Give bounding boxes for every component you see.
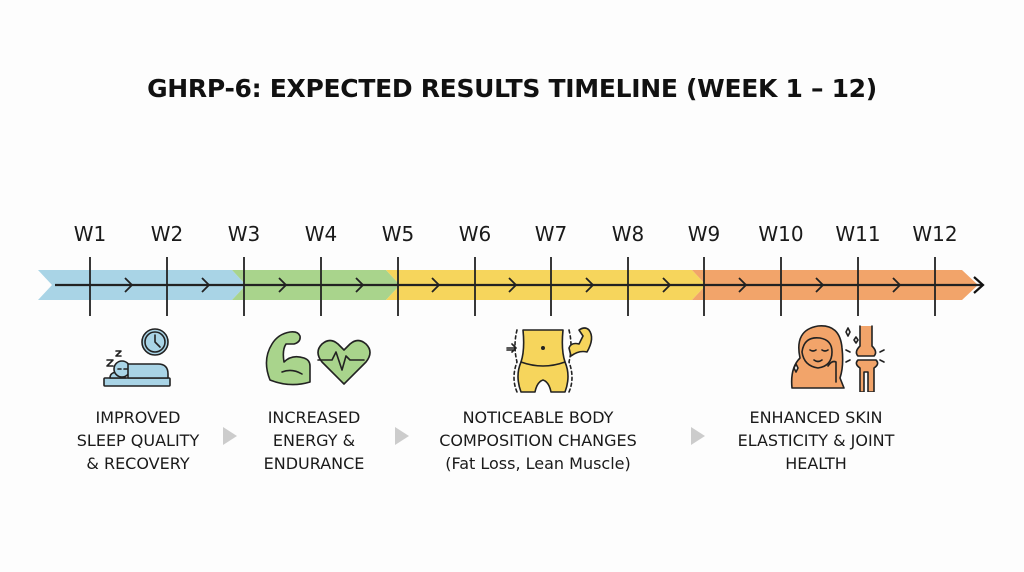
stage-label-line: (Fat Loss, Lean Muscle) bbox=[445, 454, 631, 473]
week-label-12: W12 bbox=[912, 222, 958, 246]
muscle-heartbeat-icon bbox=[260, 322, 376, 396]
stage-label-sleep: IMPROVED SLEEP QUALITY & RECOVERY bbox=[56, 406, 220, 475]
week-label-8: W8 bbox=[611, 222, 645, 246]
week-label-3: W3 bbox=[227, 222, 261, 246]
stage-label-line: HEALTH bbox=[785, 454, 847, 473]
stage-label-energy: INCREASED ENERGY & ENDURANCE bbox=[240, 406, 388, 475]
week-label-10: W10 bbox=[758, 222, 804, 246]
stage-label-line: ELASTICITY & JOINT bbox=[737, 431, 895, 450]
week-label-2: W2 bbox=[150, 222, 184, 246]
week-label-11: W11 bbox=[835, 222, 881, 246]
progress-chevrons bbox=[124, 277, 902, 293]
stage-label-line: & RECOVERY bbox=[86, 454, 190, 473]
timeline-band bbox=[38, 257, 985, 316]
skin-joint-icon bbox=[786, 322, 886, 396]
stage-label-line: SLEEP QUALITY bbox=[76, 431, 200, 450]
stage-label-skin: ENHANCED SKIN ELASTICITY & JOINT HEALTH bbox=[716, 406, 916, 475]
timeline-end-arrow-icon bbox=[973, 276, 985, 294]
page-title: GHRP-6: EXPECTED RESULTS TIMELINE (WEEK … bbox=[147, 74, 877, 103]
stage-label-line: INCREASED bbox=[267, 408, 361, 427]
week-label-7: W7 bbox=[534, 222, 568, 246]
week-label-5: W5 bbox=[381, 222, 415, 246]
separator-arrow-icon bbox=[223, 427, 237, 445]
stage-label-line: NOTICEABLE BODY bbox=[462, 408, 614, 427]
stage-label-line: ENERGY & bbox=[272, 431, 356, 450]
stage-label-line: IMPROVED bbox=[95, 408, 181, 427]
sleep-clock-icon bbox=[100, 322, 176, 398]
week-ticks bbox=[89, 257, 936, 316]
stage-label-line: COMPOSITION CHANGES bbox=[439, 431, 637, 450]
stage-label-line: ENHANCED SKIN bbox=[749, 408, 883, 427]
week-label-9: W9 bbox=[687, 222, 721, 246]
week-label-1: W1 bbox=[73, 222, 107, 246]
stage-label-line: ENDURANCE bbox=[263, 454, 365, 473]
stage-label-body: NOTICEABLE BODY COMPOSITION CHANGES (Fat… bbox=[424, 406, 652, 475]
separator-arrow-icon bbox=[691, 427, 705, 445]
week-label-4: W4 bbox=[304, 222, 338, 246]
separator-arrow-icon bbox=[395, 427, 409, 445]
waist-muscle-icon bbox=[503, 322, 603, 398]
week-label-6: W6 bbox=[458, 222, 492, 246]
